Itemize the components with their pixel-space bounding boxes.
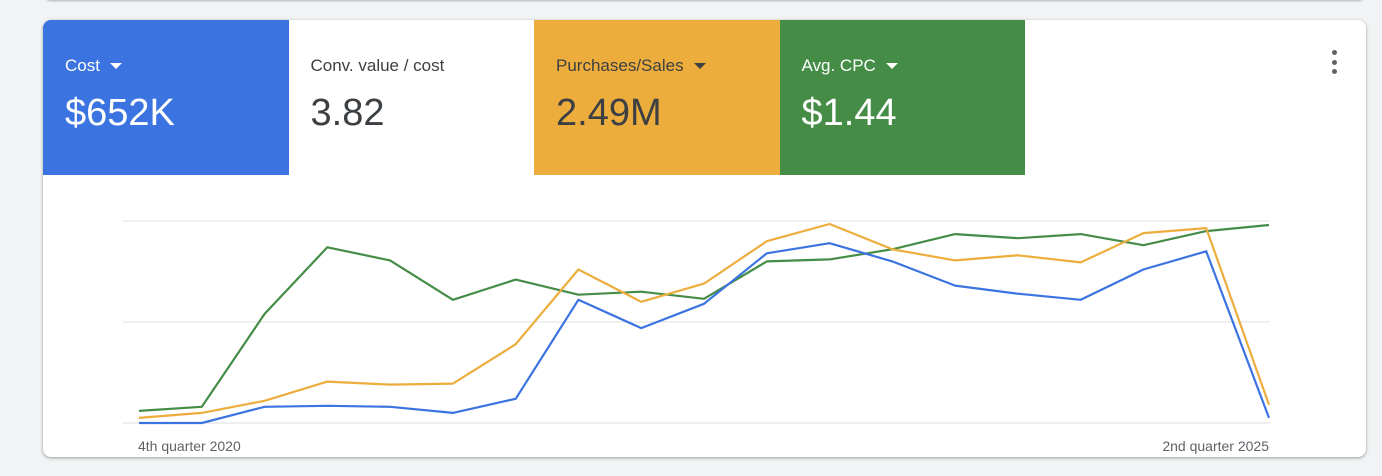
metric-header: Cost xyxy=(65,56,289,76)
metric-tile-cost[interactable]: Cost $652K xyxy=(43,20,289,175)
performance-line-chart: 4th quarter 2020 2nd quarter 2025 xyxy=(123,220,1271,454)
series-line-avg-cpc xyxy=(138,223,1270,412)
metric-tile-purchases-sales[interactable]: Purchases/Sales 2.49M xyxy=(534,20,780,175)
dropdown-arrow-icon[interactable] xyxy=(109,63,122,69)
metric-tile-conv-value-cost[interactable]: Conv. value / cost 3.82 xyxy=(288,20,535,175)
metric-label: Purchases/Sales xyxy=(556,56,684,75)
x-axis-end-label: 2nd quarter 2025 xyxy=(1162,438,1269,454)
metric-label: Conv. value / cost xyxy=(310,56,445,75)
series-layer xyxy=(138,222,1271,425)
metric-header: Conv. value / cost xyxy=(311,56,535,76)
metric-header: Purchases/Sales xyxy=(556,56,780,76)
more-options-icon[interactable] xyxy=(1330,50,1338,74)
metric-tile-avg-cpc[interactable]: Avg. CPC $1.44 xyxy=(779,20,1026,175)
metric-label: Avg. CPC xyxy=(801,56,876,75)
metric-header: Avg. CPC xyxy=(802,56,1026,76)
metric-value: $652K xyxy=(65,92,175,134)
metric-label: Cost xyxy=(65,56,100,75)
x-axis-start-label: 4th quarter 2020 xyxy=(138,438,241,454)
performance-card: Cost $652K Conv. value / cost 3.82 Purch… xyxy=(43,20,1366,457)
metric-value: $1.44 xyxy=(801,92,897,134)
dropdown-arrow-icon[interactable] xyxy=(693,63,706,69)
series-line-cost xyxy=(139,242,1271,425)
dropdown-arrow-icon[interactable] xyxy=(885,63,898,69)
metric-value: 2.49M xyxy=(556,92,662,134)
metric-tiles: Cost $652K Conv. value / cost 3.82 Purch… xyxy=(43,20,1025,175)
series-line-purchases-sales xyxy=(138,222,1271,419)
metric-value: 3.82 xyxy=(310,92,385,134)
